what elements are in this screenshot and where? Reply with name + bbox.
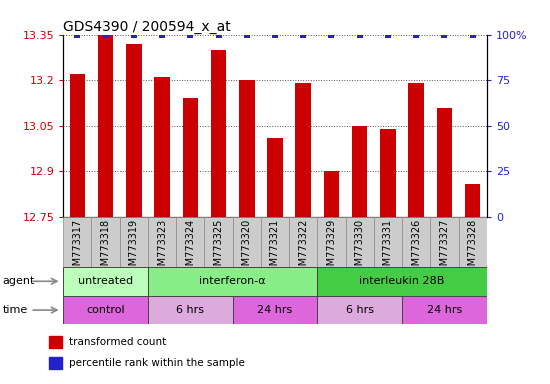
Point: [243, 31, 251, 38]
Text: GSM773331: GSM773331: [383, 218, 393, 278]
Point: [355, 31, 364, 38]
Text: GSM773327: GSM773327: [439, 218, 449, 278]
Point: [271, 31, 279, 38]
Text: GSM773328: GSM773328: [468, 218, 477, 278]
Text: GSM773326: GSM773326: [411, 218, 421, 278]
Bar: [49, 336, 62, 348]
Text: GSM773324: GSM773324: [185, 218, 195, 278]
Bar: [289, 217, 317, 267]
Text: GSM773325: GSM773325: [213, 218, 223, 278]
Text: 6 hrs: 6 hrs: [177, 305, 204, 315]
Bar: [120, 217, 148, 267]
Bar: [176, 217, 205, 267]
Text: GDS4390 / 200594_x_at: GDS4390 / 200594_x_at: [63, 20, 231, 33]
Bar: [63, 267, 148, 296]
Bar: [63, 217, 91, 267]
Bar: [148, 217, 176, 267]
Bar: [183, 98, 198, 217]
Point: [158, 31, 167, 38]
Bar: [409, 83, 424, 217]
Bar: [98, 35, 113, 217]
Bar: [148, 267, 317, 296]
Text: GSM773330: GSM773330: [355, 218, 365, 278]
Text: GSM773323: GSM773323: [157, 218, 167, 278]
Bar: [205, 217, 233, 267]
Bar: [155, 77, 170, 217]
Bar: [317, 267, 487, 296]
Text: untreated: untreated: [78, 276, 133, 286]
Bar: [317, 296, 402, 324]
Point: [383, 31, 392, 38]
Point: [327, 31, 336, 38]
Text: transformed count: transformed count: [69, 337, 167, 347]
Text: time: time: [3, 305, 28, 315]
Text: 24 hrs: 24 hrs: [257, 305, 293, 315]
Bar: [233, 217, 261, 267]
Bar: [352, 126, 367, 217]
Text: interferon-α: interferon-α: [199, 276, 266, 286]
Point: [101, 31, 110, 38]
Point: [214, 31, 223, 38]
Bar: [261, 217, 289, 267]
Text: GSM773321: GSM773321: [270, 218, 280, 278]
Text: GSM773319: GSM773319: [129, 218, 139, 278]
Text: GSM773317: GSM773317: [73, 218, 82, 278]
Bar: [345, 217, 374, 267]
Bar: [317, 217, 345, 267]
Bar: [324, 171, 339, 217]
Text: control: control: [86, 305, 125, 315]
Bar: [430, 217, 459, 267]
Text: GSM773320: GSM773320: [242, 218, 252, 278]
Text: 6 hrs: 6 hrs: [346, 305, 373, 315]
Bar: [148, 296, 233, 324]
Text: agent: agent: [3, 276, 35, 286]
Point: [73, 31, 82, 38]
Point: [412, 31, 421, 38]
Bar: [295, 83, 311, 217]
Text: GSM773318: GSM773318: [101, 218, 111, 278]
Bar: [49, 357, 62, 369]
Text: percentile rank within the sample: percentile rank within the sample: [69, 358, 245, 368]
Text: 24 hrs: 24 hrs: [427, 305, 462, 315]
Point: [440, 31, 449, 38]
Text: GSM773329: GSM773329: [327, 218, 337, 278]
Bar: [126, 44, 141, 217]
Bar: [239, 80, 255, 217]
Point: [129, 31, 138, 38]
Bar: [402, 296, 487, 324]
Bar: [211, 50, 226, 217]
Point: [186, 31, 195, 38]
Text: interleukin 28B: interleukin 28B: [359, 276, 445, 286]
Bar: [267, 138, 283, 217]
Bar: [91, 217, 120, 267]
Bar: [459, 217, 487, 267]
Bar: [233, 296, 317, 324]
Text: GSM773322: GSM773322: [298, 218, 308, 278]
Bar: [465, 184, 480, 217]
Bar: [70, 74, 85, 217]
Point: [468, 31, 477, 38]
Bar: [437, 108, 452, 217]
Bar: [63, 296, 148, 324]
Point: [299, 31, 307, 38]
Bar: [402, 217, 430, 267]
Bar: [380, 129, 395, 217]
Bar: [374, 217, 402, 267]
